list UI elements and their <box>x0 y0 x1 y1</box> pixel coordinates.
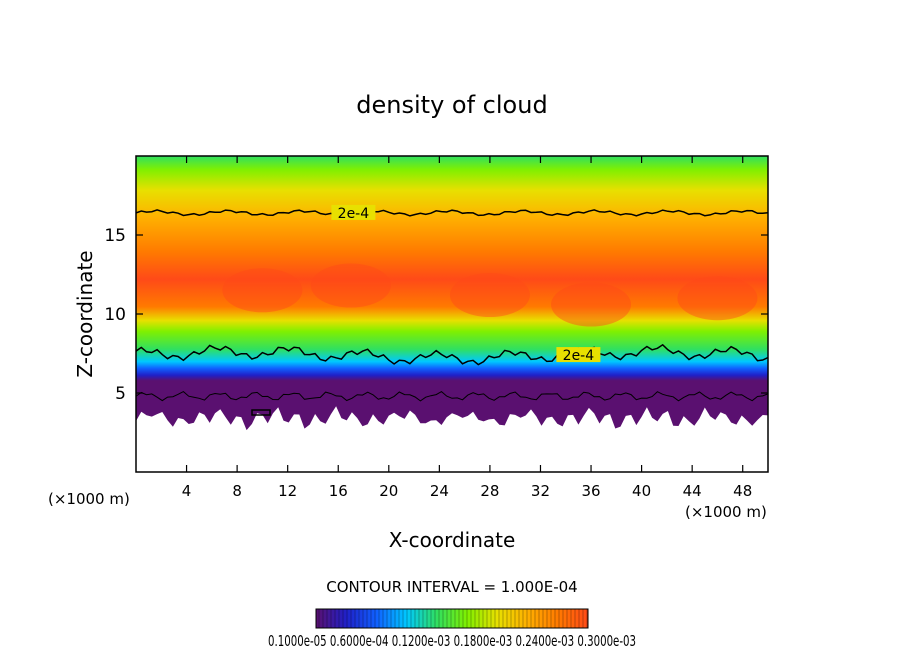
y-axis-ticks: 5 10 15 <box>104 226 768 404</box>
colorbar-stripes <box>318 609 588 628</box>
x-tick-label: 32 <box>531 482 550 500</box>
chart-title: density of cloud <box>356 91 547 119</box>
x-tick-label: 36 <box>581 482 600 500</box>
x-tick-label: 4 <box>182 482 192 500</box>
x-tick-label: 48 <box>733 482 752 500</box>
y-tick-label: 15 <box>104 226 126 246</box>
x-tick-label: 8 <box>232 482 242 500</box>
x-tick-label: 40 <box>632 482 651 500</box>
core-blotch <box>310 263 391 308</box>
x-unit-left: (×1000 m) <box>48 490 130 508</box>
x-tick-label: 28 <box>480 482 499 500</box>
contour-thin-lower <box>136 390 768 402</box>
cloud-density-field <box>136 156 768 431</box>
y-tick-label: 5 <box>115 384 126 404</box>
x-axis-label: X-coordinate <box>389 528 516 552</box>
colorbar <box>315 608 589 629</box>
core-blotch <box>222 268 303 313</box>
contour-lines: 2e-4 2e-4 <box>136 204 768 366</box>
plot-area: 2e-4 2e-4 <box>136 156 768 472</box>
x-unit-right: (×1000 m) <box>685 503 767 521</box>
contour-label: 2e-4 <box>563 348 595 364</box>
y-axis-label: Z-coordinate <box>73 250 97 377</box>
small-closed-contour <box>251 409 271 416</box>
colorbar-fill <box>316 609 588 628</box>
high-density-core <box>222 263 758 327</box>
y-tick-label: 10 <box>104 305 126 325</box>
core-blotch <box>677 276 758 321</box>
x-tick-label: 24 <box>430 482 449 500</box>
contour-interval: CONTOUR INTERVAL = 1.000E-04 <box>326 578 577 596</box>
x-axis-ticks: 4 8 12 16 20 24 28 32 36 40 44 48 <box>182 156 752 500</box>
core-blotch <box>449 273 530 318</box>
x-tick-label: 44 <box>683 482 702 500</box>
contour-line <box>136 343 768 366</box>
x-tick-label: 12 <box>278 482 297 500</box>
contour-label-bg <box>331 204 376 220</box>
colorbar-frame <box>315 608 589 629</box>
colorbar-labels: 0.1000e-05 0.6000e-04 0.1200e-03 0.1800e… <box>268 632 636 650</box>
x-tick-label: 16 <box>329 482 348 500</box>
contour-label: 2e-4 <box>338 206 370 222</box>
contour-line <box>136 209 768 217</box>
x-tick-label: 20 <box>379 482 398 500</box>
contour-label-bg <box>556 347 601 363</box>
core-blotch <box>551 282 632 327</box>
